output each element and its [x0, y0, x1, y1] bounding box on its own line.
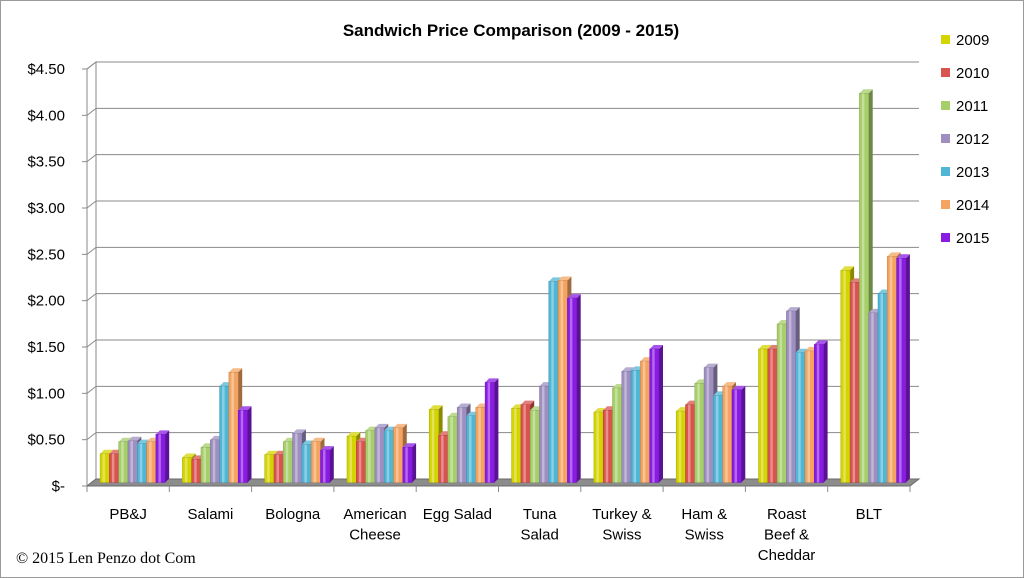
side-wall [86, 60, 97, 488]
bar [484, 378, 499, 483]
chart-title: Sandwich Price Comparison (2009 - 2015) [343, 21, 679, 40]
legend-swatch [941, 200, 950, 209]
legend-label: 2011 [956, 98, 988, 115]
legend-label: 2012 [956, 131, 989, 148]
legend-swatch [941, 233, 950, 242]
x-tick-label: Ham & [681, 506, 727, 523]
y-tick-label: $- [52, 478, 65, 495]
y-tick-label: $4.50 [27, 61, 65, 78]
x-tick-label: Egg Salad [423, 506, 492, 523]
x-tick-label: Tuna [523, 506, 557, 523]
x-tick-label: Cheese [349, 527, 401, 544]
legend-swatch [941, 68, 950, 77]
bar [649, 345, 663, 483]
bar [814, 340, 828, 483]
y-tick-label: $3.50 [27, 154, 65, 171]
x-tick-label: PB&J [109, 506, 147, 523]
gridlines [86, 61, 919, 441]
gridline [86, 200, 919, 209]
gridline [86, 293, 919, 302]
y-tick-label: $0.50 [27, 432, 65, 449]
legend-label: 2013 [956, 164, 989, 181]
gridline [86, 339, 919, 348]
x-tick-label: Turkey & [592, 506, 651, 523]
legend-item: 2011 [941, 98, 988, 115]
x-tick-label: Swiss [602, 527, 641, 544]
y-tick-label: $1.00 [27, 385, 65, 402]
x-axis-labels: PB&J Salami Bologna American Cheese Egg Salad… [86, 486, 911, 564]
legend-item: 2010 [941, 65, 989, 82]
x-tick-label: Beef & [764, 527, 809, 544]
x-tick-label: Salad [520, 527, 558, 544]
x-tick-label: Cheddar [758, 547, 816, 564]
copyright-text: © 2015 Len Penzo dot Com [16, 550, 196, 567]
x-tick-label: Roast [767, 506, 807, 523]
x-tick-label: Swiss [685, 527, 724, 544]
bars [99, 89, 910, 483]
y-axis-ticks: $- $0.50 $1.00 $1.50 $2.00 $2.50 $3.00 $3.50 $4.… [27, 61, 87, 495]
legend-item: 2012 [941, 131, 989, 148]
bar [731, 385, 746, 483]
y-tick-label: $3.00 [27, 200, 65, 217]
legend-item: 2009 [941, 32, 989, 49]
y-tick-label: $1.50 [27, 339, 65, 356]
y-tick-label: $2.00 [27, 293, 65, 310]
legend-swatch [941, 134, 950, 143]
x-tick-label: Bologna [265, 506, 321, 523]
bar [896, 254, 910, 483]
legend-label: 2014 [956, 197, 989, 214]
bar [567, 294, 581, 483]
legend-item: 2014 [941, 197, 989, 214]
legend: 2009 2010 2011 2012 2013 2014 2015 [941, 32, 989, 247]
gridline [86, 154, 919, 163]
bar [402, 443, 417, 483]
y-tick-label: $4.00 [27, 107, 65, 124]
bar [155, 430, 170, 483]
legend-item: 2013 [941, 164, 989, 181]
gridline [86, 246, 919, 255]
legend-swatch [941, 35, 950, 44]
legend-label: 2009 [956, 32, 989, 49]
y-tick-label: $2.50 [27, 246, 65, 263]
legend-label: 2015 [956, 230, 989, 247]
legend-swatch [941, 167, 950, 176]
bar [237, 406, 252, 483]
legend-swatch [941, 101, 950, 110]
legend-label: 2010 [956, 65, 989, 82]
bar [320, 446, 334, 483]
x-tick-label: American [343, 506, 406, 523]
x-tick-label: BLT [856, 506, 882, 523]
gridline [86, 107, 919, 116]
legend-item: 2015 [941, 230, 989, 247]
x-tick-label: Salami [188, 506, 234, 523]
gridline [86, 61, 919, 70]
